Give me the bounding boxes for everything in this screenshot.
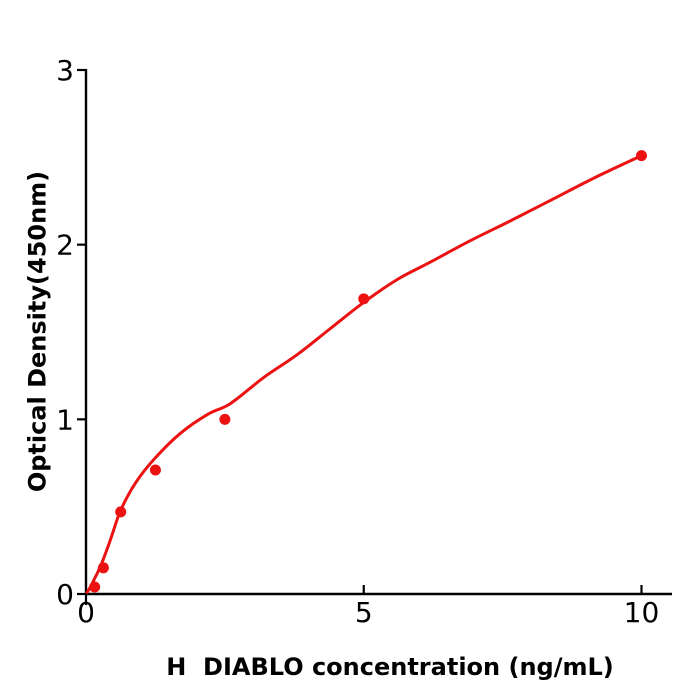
y-tick-label: 1 — [56, 403, 74, 436]
x-tick-label: 10 — [624, 596, 660, 629]
data-point — [358, 293, 370, 305]
y-tick-label: 0 — [56, 578, 74, 611]
data-point — [636, 150, 647, 162]
data-point — [115, 506, 127, 518]
y-tick-label: 3 — [56, 54, 74, 87]
y-axis-title: Optical Density(450nm) — [23, 170, 52, 493]
x-tick-label: 0 — [77, 596, 95, 629]
data-point — [219, 413, 231, 425]
y-tick-label: 2 — [56, 229, 74, 262]
x-tick-label: 5 — [355, 596, 373, 629]
data-point — [89, 581, 101, 593]
data-point — [149, 464, 161, 476]
data-point — [97, 562, 109, 574]
fit-curve — [85, 154, 643, 594]
x-axis-title: H DIABLO concentration (ng/mL) — [166, 653, 614, 681]
